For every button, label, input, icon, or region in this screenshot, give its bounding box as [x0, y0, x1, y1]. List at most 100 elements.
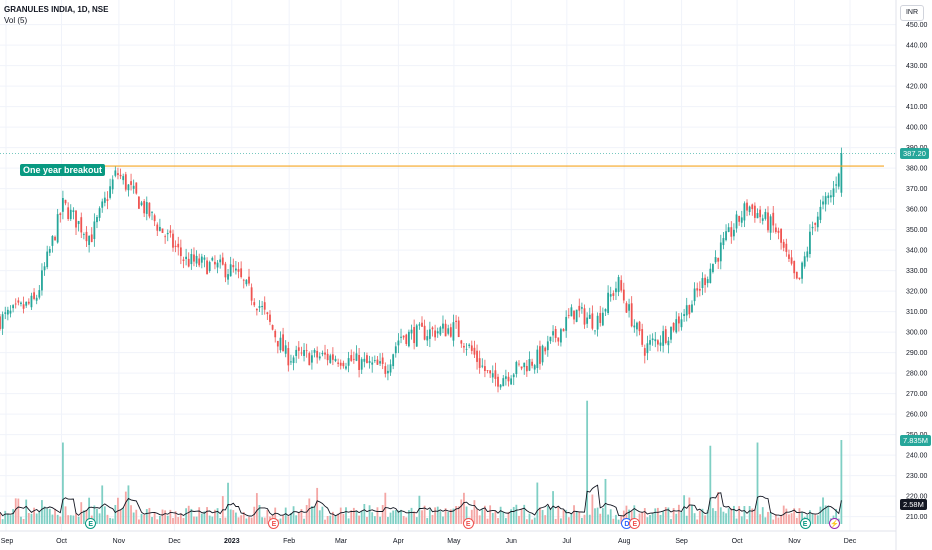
volume-bar [809, 510, 811, 524]
candle-body [604, 309, 607, 312]
candle-body [27, 301, 30, 304]
volume-bar [591, 494, 594, 524]
volume-bar [418, 495, 421, 524]
candle-body [599, 313, 602, 323]
candle-body [62, 198, 64, 212]
candle-body [447, 328, 450, 334]
earnings-event-icon[interactable]: E [799, 518, 811, 529]
candle-body [730, 227, 733, 237]
volume-bar [279, 518, 282, 524]
volume-bar [712, 508, 714, 524]
volume-bar [103, 506, 106, 524]
candle-body [840, 153, 843, 193]
candle-body [402, 335, 405, 338]
candle-body [363, 358, 366, 362]
candle-body [329, 355, 332, 363]
price-tick-label: 240.00 [906, 453, 928, 460]
candle-body [819, 206, 822, 220]
volume-bar [753, 509, 756, 524]
volume-bar [321, 506, 324, 524]
volume-bar [114, 504, 117, 524]
volume-bar [101, 485, 104, 524]
candle-body [455, 320, 457, 322]
candle-body [284, 345, 287, 354]
volume-bar [12, 509, 15, 524]
volume-bar [502, 511, 505, 524]
volume-bar [657, 507, 659, 524]
volume-bar [371, 512, 374, 524]
volume-bar [685, 515, 688, 524]
volume-bar [326, 516, 329, 524]
candle-body [415, 325, 418, 347]
candle-body [463, 345, 465, 348]
volume-bar [434, 507, 437, 524]
volume-bar [240, 515, 243, 524]
candle-body [612, 293, 615, 296]
volume-bar [93, 505, 96, 524]
split-event-icon[interactable]: ⚡ [829, 518, 841, 529]
candle-body [397, 340, 400, 346]
volume-bar [499, 506, 502, 524]
candle-body [515, 361, 518, 375]
volume-bar [546, 506, 549, 524]
price-tick-label: 210.00 [906, 514, 928, 521]
breakout-annotation[interactable]: One year breakout [20, 164, 106, 176]
time-tick-label: Apr [393, 538, 405, 545]
volume-bar [122, 507, 125, 524]
currency-button[interactable]: INR [900, 5, 924, 21]
candle-body [790, 257, 793, 264]
candle-body [421, 322, 423, 327]
volume-bar [649, 515, 651, 524]
candle-body [753, 205, 756, 218]
volume-bar [457, 506, 460, 524]
candle-body [276, 340, 279, 347]
candle-body [706, 279, 709, 284]
candle-body [295, 349, 298, 357]
candle-body [174, 245, 177, 247]
earnings-event-icon[interactable]: E [268, 518, 280, 529]
volume-bar [730, 508, 733, 524]
candle-body [373, 360, 376, 362]
price-tick-label: 260.00 [906, 412, 928, 419]
candle-body [727, 227, 730, 232]
candle-body [795, 271, 798, 279]
candle-body [476, 350, 478, 362]
volume-indicator-label[interactable]: Vol (5) [4, 16, 28, 25]
candle-body [638, 321, 641, 332]
volume-bar [413, 511, 416, 524]
candle-body [376, 359, 379, 365]
candle-body [491, 373, 494, 378]
volume-bar [515, 504, 518, 524]
candle-body [187, 258, 190, 267]
volume-bar [172, 517, 174, 524]
volume-bar [64, 506, 67, 524]
candle-body [64, 199, 67, 204]
volume-bar [788, 514, 790, 524]
candle-body [756, 213, 759, 219]
price-tick-label: 370.00 [906, 186, 928, 193]
candle-body [560, 329, 562, 343]
candle-body [240, 268, 243, 277]
earnings-event-icon[interactable]: E [462, 518, 474, 529]
candle-body [41, 270, 43, 291]
candle-body [620, 280, 623, 291]
time-tick-label: Feb [283, 538, 295, 545]
volume-bar [224, 517, 227, 524]
candles [0, 147, 843, 393]
volume-bar [274, 507, 277, 524]
volume-bar [578, 511, 581, 524]
candle-body [691, 304, 693, 313]
earnings-event-icon[interactable]: E [85, 518, 97, 529]
volume-bar [98, 513, 101, 524]
volume-bar [764, 517, 767, 524]
candle-body [672, 322, 675, 331]
candle-body [580, 307, 583, 309]
volume-bar [376, 507, 379, 524]
earnings-event-icon[interactable]: E [629, 518, 641, 529]
volume-bar [675, 513, 678, 524]
volume-bar [819, 506, 822, 524]
volume-bar [835, 508, 838, 524]
volume-bar [35, 513, 38, 524]
last-price-tag: 387.20 [900, 147, 929, 159]
